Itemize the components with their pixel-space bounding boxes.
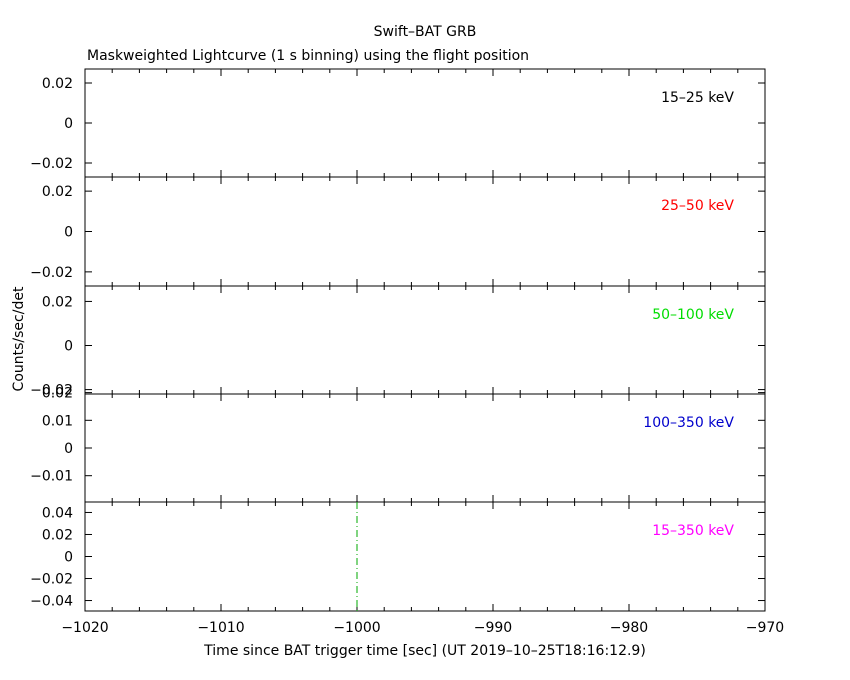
y-tick-label: 0.02 (42, 184, 73, 200)
panel-energy-label: 15–25 keV (661, 90, 734, 106)
y-tick-label: 0 (64, 441, 73, 457)
panel-frame (84, 393, 766, 503)
y-axis-label: Counts/sec/det (11, 286, 27, 391)
chart-subtitle: Maskweighted Lightcurve (1 s binning) us… (87, 48, 529, 64)
panel-energy-label: 100–350 keV (643, 415, 734, 431)
x-tick-label: −990 (474, 620, 512, 636)
y-tick-label: −0.02 (30, 383, 73, 399)
y-tick-label: 0.02 (42, 294, 73, 310)
chart-title: Swift–BAT GRB (374, 24, 477, 40)
y-tick-label: −0.01 (30, 469, 73, 485)
x-tick-label: −1020 (61, 620, 108, 636)
panel-frame (84, 285, 766, 395)
y-tick-label: −0.02 (30, 156, 73, 172)
y-tick-label: 0.04 (42, 505, 73, 521)
x-axis-label: Time since BAT trigger time [sec] (UT 20… (203, 643, 646, 659)
panel-frame (84, 501, 766, 612)
y-tick-label: 0.02 (42, 76, 73, 92)
panel-4: −0.01 0 0.01 0.02 100–350 keV (30, 386, 766, 503)
panel-energy-label: 25–50 keV (661, 198, 734, 214)
y-tick-label: 0 (64, 116, 73, 132)
panel-energy-label: 50–100 keV (652, 307, 734, 323)
panel-frame (84, 176, 766, 287)
y-tick-label: 0 (64, 339, 73, 355)
y-tick-label: −0.02 (30, 572, 73, 588)
x-tick-label: −980 (610, 620, 648, 636)
x-tick-label: −970 (746, 620, 784, 636)
x-tick-label: −1000 (333, 620, 380, 636)
y-tick-label: 0.01 (42, 413, 73, 429)
y-tick-label: −0.04 (30, 594, 73, 610)
y-tick-label: 0.02 (42, 386, 73, 402)
panel-1: −0.02 0 0.02 15–25 keV (30, 68, 766, 178)
x-tick-label: −1010 (197, 620, 244, 636)
panel-3: −0.02 0 0.02 50–100 keV (30, 285, 766, 399)
panel-energy-label: 15–350 keV (652, 523, 734, 539)
panel-5: −0.04 −0.02 0 0.02 0.04 15–350 keV (30, 501, 766, 612)
y-tick-label: −0.02 (30, 265, 73, 281)
y-tick-label: 0 (64, 550, 73, 566)
panel-2: −0.02 0 0.02 25–50 keV (30, 176, 766, 287)
y-tick-label: 0.02 (42, 527, 73, 543)
y-tick-label: 0 (64, 225, 73, 241)
panel-frame (84, 68, 766, 178)
